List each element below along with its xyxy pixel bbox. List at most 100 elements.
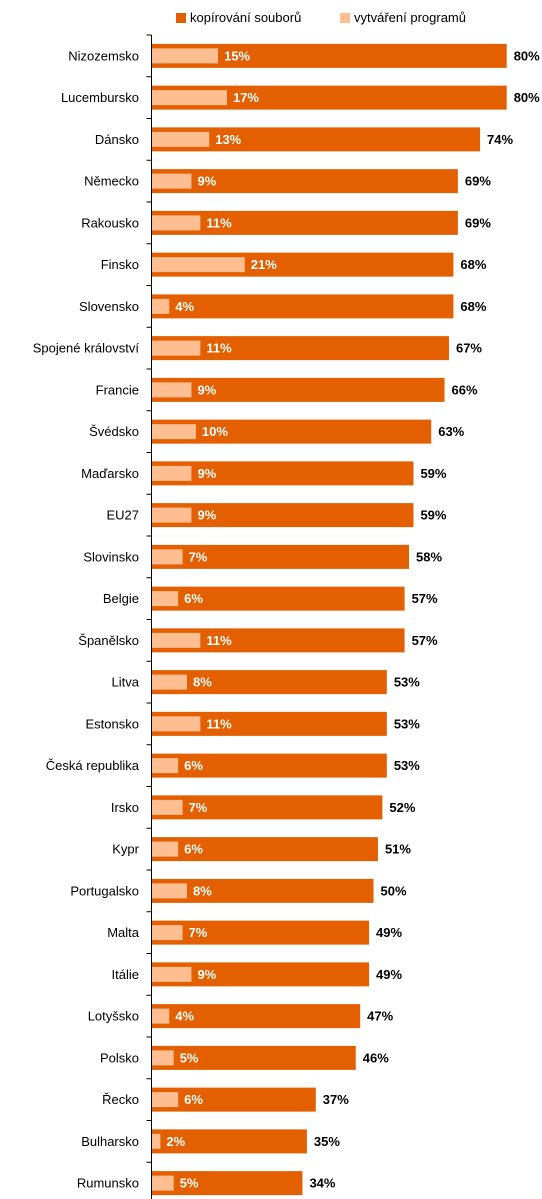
category-label: Itálie [112, 967, 139, 982]
category-label: Spojené království [33, 341, 140, 356]
value-label-kopirovani: 59% [420, 466, 446, 481]
bar-vytvareni [151, 340, 201, 356]
value-label-kopirovani: 69% [465, 174, 491, 189]
category-label: Dánsko [95, 132, 139, 147]
bar-kopirovani [151, 1004, 361, 1029]
category-label: Bulharsko [81, 1134, 139, 1149]
bar-vytvareni [151, 966, 192, 982]
bar-kopirovani [151, 753, 387, 778]
value-label-vytvareni: 13% [215, 132, 241, 147]
value-label-vytvareni: 7% [189, 549, 208, 564]
bar-vytvareni [151, 549, 183, 565]
bar-vytvareni [151, 1092, 179, 1108]
legend-swatch-vytvareni [340, 13, 350, 23]
bar-kopirovani [151, 1087, 316, 1112]
value-label-vytvareni: 4% [175, 1009, 194, 1024]
bar-kopirovani [151, 670, 387, 695]
category-label: Lotyšsko [88, 1009, 139, 1024]
category-label: Rakousko [81, 215, 139, 230]
bar-vytvareni [151, 382, 192, 398]
bar-vytvareni [151, 1050, 174, 1066]
bar-vytvareni [151, 1008, 170, 1024]
value-label-kopirovani: 63% [438, 424, 464, 439]
value-label-vytvareni: 2% [166, 1134, 185, 1149]
value-label-kopirovani: 53% [394, 675, 420, 690]
value-label-kopirovani: 50% [381, 883, 407, 898]
value-label-kopirovani: 52% [389, 800, 415, 815]
legend-label: vytváření programů [354, 10, 466, 25]
value-label-kopirovani: 66% [452, 382, 478, 397]
value-label-vytvareni: 21% [251, 257, 277, 272]
bar-kopirovani [151, 419, 432, 444]
bar-kopirovani [151, 586, 405, 611]
value-label-kopirovani: 80% [514, 90, 540, 105]
value-label-vytvareni: 6% [184, 758, 203, 773]
bar-kopirovani [151, 336, 449, 361]
bar-vytvareni [151, 173, 192, 189]
category-label: Maďarsko [81, 466, 139, 481]
bar-kopirovani [151, 210, 458, 235]
category-label: Malta [107, 925, 140, 940]
bar-vytvareni [151, 841, 179, 857]
category-label: Švédsko [89, 424, 139, 439]
value-label-kopirovani: 69% [465, 215, 491, 230]
bar-vytvareni [151, 1175, 174, 1191]
category-label: Lucembursko [61, 90, 139, 105]
value-label-vytvareni: 4% [175, 299, 194, 314]
value-label-vytvareni: 6% [184, 591, 203, 606]
bars: 15% 80% 17% 80% 13% 74% 9% 69% 11% 69% 21% 68% 4% 68%… [151, 43, 540, 1196]
value-label-vytvareni: 10% [202, 424, 228, 439]
value-label-kopirovani: 46% [363, 1050, 389, 1065]
bar-vytvareni [151, 1133, 161, 1149]
bar-kopirovani [151, 878, 374, 903]
value-label-kopirovani: 74% [487, 132, 513, 147]
value-label-kopirovani: 67% [456, 341, 482, 356]
bar-kopirovani [151, 377, 445, 402]
value-label-kopirovani: 47% [367, 1009, 393, 1024]
category-label: Portugalsko [70, 883, 139, 898]
category-label: Francie [96, 382, 139, 397]
legend: kopírování souborů vytváření programů [176, 10, 466, 25]
value-label-vytvareni: 9% [197, 508, 216, 523]
value-label-kopirovani: 68% [460, 299, 486, 314]
legend-swatch-kopirovani [176, 13, 186, 23]
bar-vytvareni [151, 465, 192, 481]
value-label-vytvareni: 7% [189, 925, 208, 940]
category-label: Nizozemsko [68, 48, 139, 63]
value-label-vytvareni: 9% [197, 466, 216, 481]
category-label: Slovensko [79, 299, 139, 314]
value-label-vytvareni: 9% [197, 382, 216, 397]
category-label: Rumunsko [77, 1176, 139, 1191]
bar-kopirovani [151, 503, 414, 528]
bar-vytvareni [151, 758, 179, 774]
value-label-kopirovani: 53% [394, 716, 420, 731]
category-label: Německo [84, 174, 139, 189]
bar-kopirovani [151, 544, 410, 569]
bar-kopirovani [151, 294, 454, 319]
category-label: EU27 [106, 508, 139, 523]
value-label-vytvareni: 5% [180, 1050, 199, 1065]
value-label-kopirovani: 57% [412, 633, 438, 648]
value-label-vytvareni: 11% [206, 633, 232, 648]
value-label-vytvareni: 6% [184, 842, 203, 857]
value-label-vytvareni: 11% [206, 716, 232, 731]
value-label-kopirovani: 37% [323, 1092, 349, 1107]
bar-vytvareni [151, 591, 179, 607]
value-label-vytvareni: 9% [197, 967, 216, 982]
category-label: Belgie [103, 591, 139, 606]
bar-vytvareni [151, 674, 188, 690]
value-label-vytvareni: 7% [189, 800, 208, 815]
bar-kopirovani [151, 1171, 303, 1196]
bar-kopirovani [151, 837, 378, 862]
category-label: Řecko [102, 1092, 139, 1107]
value-label-kopirovani: 49% [376, 967, 402, 982]
category-label: Česká republika [46, 758, 140, 773]
bar-kopirovani [151, 461, 414, 486]
bar-vytvareni [151, 298, 170, 314]
category-label: Litva [112, 675, 140, 690]
value-label-vytvareni: 8% [193, 883, 212, 898]
category-label: Polsko [100, 1050, 139, 1065]
bar-kopirovani [151, 169, 458, 194]
value-label-kopirovani: 58% [416, 549, 442, 564]
